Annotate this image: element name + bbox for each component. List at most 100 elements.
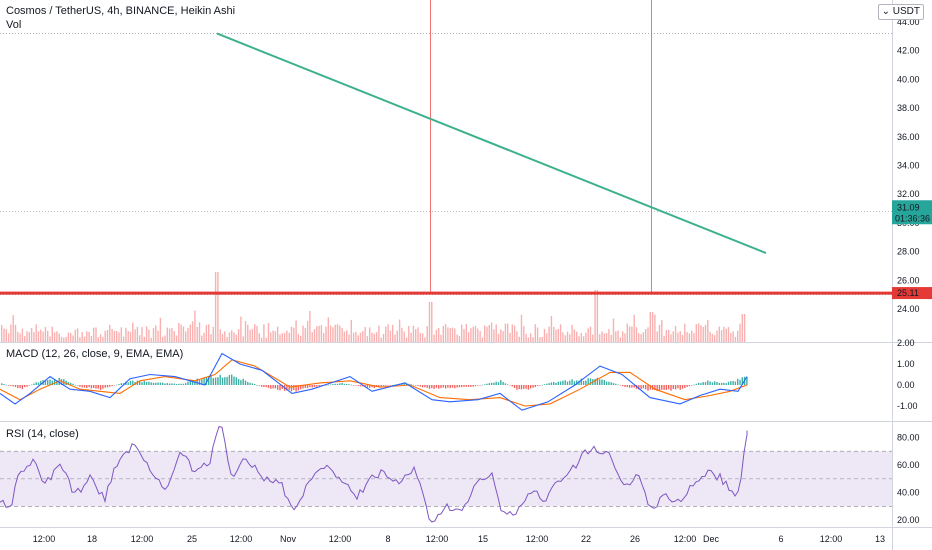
- macd-histogram-bar: [596, 377, 599, 385]
- volume-bar: [633, 314, 635, 342]
- macd-histogram-bar: [178, 383, 180, 385]
- volume-bar: [205, 324, 208, 342]
- macd-histogram-bar: [306, 385, 309, 389]
- macd-histogram-bar: [290, 385, 293, 392]
- volume-bar: [599, 334, 601, 342]
- volume-bar: [435, 329, 438, 342]
- macd-histogram-bar: [143, 381, 145, 385]
- volume-bar: [615, 331, 617, 342]
- volume-bar: [141, 327, 143, 342]
- macd-histogram-bar: [654, 385, 656, 391]
- macd-histogram-bar: [428, 385, 431, 389]
- macd-histogram-bar: [665, 385, 668, 390]
- macd-histogram-bar: [633, 385, 635, 388]
- macd-histogram-bar: [566, 381, 569, 385]
- volume-bar: [152, 328, 155, 342]
- volume-bar: [180, 324, 182, 342]
- volume-bar: [28, 332, 30, 342]
- volume-bar: [65, 336, 67, 342]
- volume-bar: [693, 333, 695, 342]
- volume-bar: [42, 331, 44, 342]
- macd-histogram-bar: [113, 385, 116, 386]
- volume-bar: [93, 327, 95, 342]
- volume-bar: [624, 333, 626, 342]
- volume-bar: [258, 333, 260, 342]
- macd-histogram-bar: [502, 381, 504, 385]
- volume-bar: [500, 329, 502, 342]
- time-tick-label: 12:00: [329, 534, 352, 544]
- macd-histogram-bar: [645, 385, 647, 390]
- volume-bar: [536, 327, 539, 342]
- macd-histogram-bar: [511, 385, 513, 387]
- volume-bar: [532, 337, 534, 342]
- volume-bar: [371, 332, 373, 342]
- volume-bar: [723, 326, 725, 342]
- volume-bar: [155, 325, 157, 342]
- volume-bar: [495, 324, 497, 342]
- volume-bar: [274, 331, 277, 342]
- volume-bar: [479, 331, 481, 342]
- macd-histogram-bar: [617, 384, 619, 386]
- macd-histogram-bar: [615, 383, 617, 385]
- macd-histogram-bar: [516, 385, 518, 390]
- volume-bar: [596, 290, 599, 342]
- volume-bar: [718, 326, 720, 342]
- volume-bar: [679, 331, 681, 342]
- macd-histogram-bar: [30, 384, 33, 386]
- volume-bar: [369, 327, 371, 342]
- macd-histogram-bar: [417, 385, 419, 386]
- macd-histogram-bar: [640, 385, 642, 389]
- macd-histogram-bar: [739, 379, 741, 385]
- macd-histogram-bar: [582, 381, 585, 385]
- macd-histogram-bar: [451, 385, 454, 388]
- volume-bar: [70, 332, 72, 342]
- macd-histogram-bar: [242, 378, 244, 385]
- macd-histogram-bar: [481, 384, 484, 386]
- macd-histogram-bar: [17, 385, 19, 389]
- macd-histogram-bar: [244, 380, 247, 385]
- macd-histogram-bar: [693, 384, 695, 386]
- volume-bar: [286, 330, 288, 342]
- volume-bar: [470, 328, 472, 342]
- rsi-line: [0, 426, 748, 523]
- macd-histogram-bar: [267, 385, 270, 388]
- macd-histogram-bar: [548, 383, 550, 385]
- macd-histogram-bar: [286, 385, 288, 391]
- volume-bar: [661, 320, 663, 342]
- signal-line: [0, 359, 748, 407]
- macd-histogram-bar: [198, 380, 201, 385]
- macd-histogram-bar: [150, 382, 152, 385]
- volume-bar: [302, 325, 304, 342]
- volume-bar: [30, 327, 33, 342]
- countdown-label: 01:36:36: [895, 213, 930, 223]
- volume-bar: [555, 329, 557, 342]
- volume-bar: [313, 329, 316, 342]
- macd-histogram-bar: [201, 379, 203, 385]
- volume-bar: [311, 332, 313, 342]
- macd-histogram-bar: [90, 385, 93, 389]
- last-price-label: 31.09: [897, 202, 920, 212]
- volume-bar: [293, 327, 295, 342]
- macd-histogram-bar: [325, 385, 327, 386]
- currency-selector[interactable]: ⌄ USDT: [877, 4, 924, 20]
- macd-histogram-bar: [709, 381, 711, 385]
- macd-histogram-bar: [254, 384, 256, 385]
- volume-bar: [612, 318, 615, 342]
- volume-bar: [541, 336, 543, 342]
- volume-bar: [279, 334, 281, 342]
- volume-bar: [539, 337, 541, 342]
- macd-histogram-bar: [231, 374, 233, 385]
- macd-histogram-bar: [382, 385, 385, 387]
- volume-bar: [702, 327, 704, 342]
- macd-histogram-bar: [605, 381, 608, 385]
- macd-title: MACD (12, 26, close, 9, EMA, EMA): [6, 348, 184, 360]
- price-tick-label: 40.00: [897, 74, 920, 84]
- volume-bar: [389, 330, 392, 342]
- macd-histogram-bar: [647, 385, 649, 391]
- time-tick-label: 12:00: [33, 534, 56, 544]
- volume-bar: [49, 336, 51, 342]
- macd-line: [0, 352, 748, 411]
- volume-bar: [316, 326, 318, 342]
- macd-histogram-bar: [60, 379, 63, 385]
